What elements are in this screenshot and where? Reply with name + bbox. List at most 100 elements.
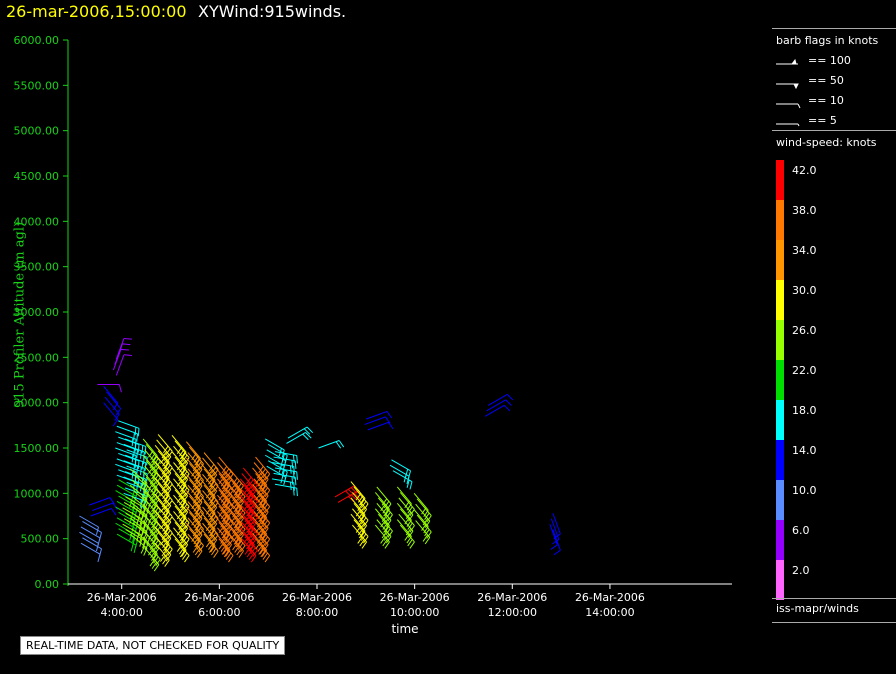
wind-barb (350, 497, 366, 522)
wind-barb (104, 396, 120, 421)
barb-layer (79, 337, 561, 572)
barb-column (171, 434, 190, 563)
wind-barb (274, 483, 298, 497)
color-scale-label: 26.0 (792, 324, 817, 337)
x-tick-label: 26-Mar-2006 (477, 591, 547, 604)
color-swatch (776, 440, 784, 480)
wind-barb (106, 391, 122, 416)
legend-panel: barb flags in knots == 100 == 50 == 10 =… (760, 28, 896, 628)
wind-barb (252, 516, 268, 541)
wind-barb (239, 478, 255, 503)
barb-10-icon (797, 103, 801, 109)
color-swatch (776, 160, 784, 200)
barb-legend-100: == 100 (808, 54, 851, 67)
wind-barb (552, 529, 561, 556)
wind-barb (200, 528, 216, 553)
wind-barb (271, 462, 295, 475)
color-scale-label: 42.0 (792, 164, 817, 177)
y-tick-label: 2500.00 (14, 351, 60, 364)
barb-column (264, 438, 288, 485)
wind-barb (174, 440, 190, 465)
barb-legend-title: barb flags in knots (776, 34, 879, 47)
wind-barb (215, 483, 231, 508)
wind-barb (367, 421, 394, 431)
barb-column (227, 468, 246, 558)
wind-barb (484, 404, 511, 417)
wind-barb (156, 439, 172, 464)
wind-barb (115, 354, 132, 376)
wind-barb (274, 467, 298, 480)
x-tick-label: 10:00:00 (390, 606, 439, 619)
wind-barb (115, 337, 132, 360)
barb-column (413, 493, 432, 545)
wind-barb (274, 451, 298, 464)
barb-column (252, 456, 271, 563)
wind-barb (97, 384, 122, 393)
wind-barb (271, 478, 295, 491)
barb-column (484, 393, 514, 417)
wind-barb (241, 473, 257, 498)
wind-barb (200, 495, 216, 520)
wind-barb (154, 477, 170, 502)
wind-barb (103, 386, 119, 411)
barb-legend-icons (776, 58, 801, 127)
wind-barb (487, 393, 514, 406)
y-tick-label: 2000.00 (14, 397, 60, 410)
flag-50-icon (793, 83, 799, 90)
x-tick-label: 14:00:00 (585, 606, 634, 619)
barb-legend-50: == 50 (808, 74, 844, 87)
y-tick-label: 1500.00 (14, 442, 60, 455)
wind-barb (142, 536, 158, 561)
wind-barb (154, 461, 170, 486)
wind-barb (416, 498, 432, 523)
wind-barb (252, 532, 268, 557)
color-scale-label: 38.0 (792, 204, 817, 217)
wind-barb (185, 441, 201, 466)
wind-barb (350, 481, 366, 506)
color-swatch (776, 400, 784, 440)
color-swatch (776, 280, 784, 320)
barb-column (112, 337, 132, 376)
x-tick-label: 26-Mar-2006 (184, 591, 254, 604)
color-swatch (776, 320, 784, 360)
wind-barb (171, 434, 187, 459)
barb-column (185, 441, 204, 558)
wind-barb (215, 467, 231, 492)
y-tick-label: 0.00 (35, 578, 60, 591)
color-scale-label: 6.0 (792, 524, 810, 537)
color-scale-label: 14.0 (792, 444, 817, 457)
wind-barb (215, 532, 231, 557)
wind-barb (350, 513, 366, 538)
wind-barb (82, 537, 102, 557)
wind-barb (154, 493, 170, 518)
x-axis-label: time (391, 622, 419, 636)
y-tick-label: 3000.00 (14, 306, 60, 319)
wind-barb (239, 527, 255, 552)
color-scale-label: 2.0 (792, 564, 810, 577)
barb-5-icon (797, 123, 800, 127)
legend-divider (772, 28, 896, 29)
wind-barb (399, 492, 415, 517)
x-tick-label: 12:00:00 (488, 606, 537, 619)
legend-divider (772, 622, 896, 623)
wind-barb (286, 432, 312, 444)
y-tick-label: 4500.00 (14, 170, 60, 183)
y-tick-label: 1000.00 (14, 487, 60, 500)
barb-column (286, 426, 314, 444)
wind-barb (227, 473, 243, 498)
wind-barb (318, 440, 345, 449)
wind-barb (552, 513, 561, 539)
wind-barb (200, 512, 216, 537)
y-tick-label: 5000.00 (14, 125, 60, 138)
wind-barb (239, 494, 255, 519)
wind-barb (413, 509, 429, 534)
wind-barb (396, 502, 412, 527)
wind-barb (202, 457, 218, 482)
color-swatch (776, 240, 784, 280)
wind-barb (118, 420, 140, 437)
wind-barb (171, 516, 187, 541)
wind-barb (228, 468, 244, 493)
wind-barb (353, 486, 369, 511)
x-tick-label: 8:00:00 (296, 606, 338, 619)
color-scale-label: 10.0 (792, 484, 817, 497)
